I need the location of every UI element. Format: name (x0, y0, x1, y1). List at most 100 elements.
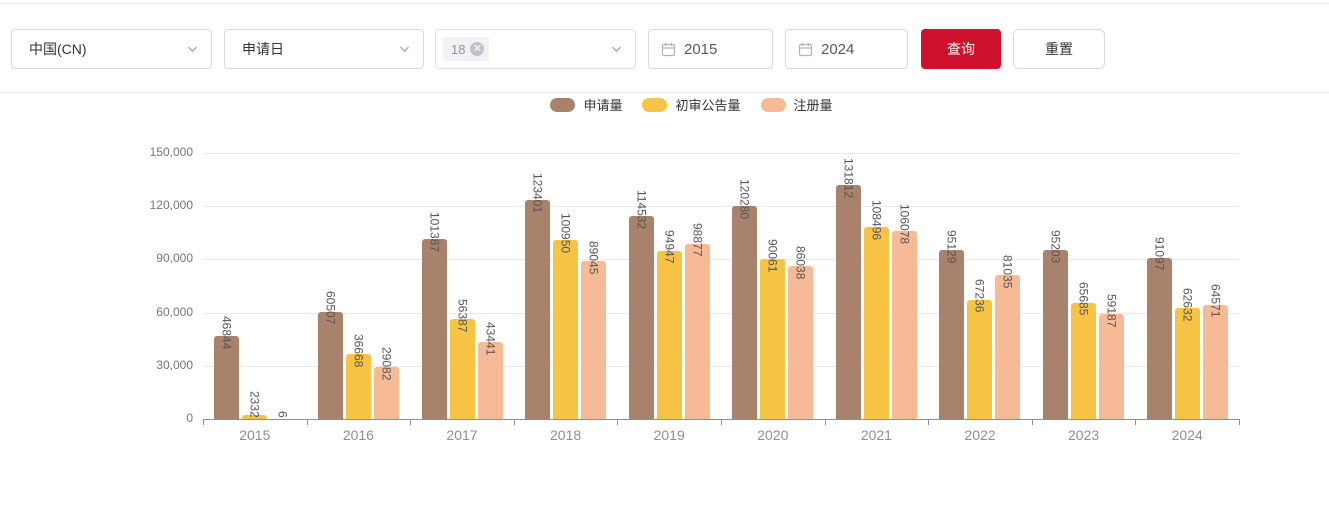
class-tag-value: 18 (451, 41, 466, 57)
bar-value-label: 91097 (1152, 237, 1167, 271)
x-axis-category-label: 2016 (342, 427, 374, 443)
bar-2024-s2[interactable] (1203, 304, 1228, 419)
bar-value-label: 98877 (690, 223, 705, 257)
legend-item-applications[interactable]: 申请量 (550, 95, 622, 114)
bar-value-label: 46844 (219, 315, 234, 349)
legend-item-preliminary[interactable]: 初审公告量 (642, 95, 741, 114)
gridline (203, 259, 1239, 261)
x-axis-category-label: 2019 (653, 427, 685, 443)
x-axis-tick (203, 419, 204, 425)
bar-value-label: 60507 (323, 291, 338, 325)
top-divider (0, 3, 1329, 4)
bar-2020-s0[interactable] (732, 205, 757, 419)
x-axis-category-label: 2017 (446, 427, 478, 443)
bar-value-label: 106078 (897, 203, 912, 244)
x-axis-category-label: 2018 (550, 427, 582, 443)
bar-2023-s0[interactable] (1043, 250, 1068, 419)
bar-value-label: 95129 (944, 229, 959, 264)
bar-2020-s1[interactable] (760, 259, 785, 419)
bar-value-label: 94947 (662, 230, 677, 264)
date-type-select[interactable]: 申请日 (224, 29, 424, 69)
bar-2022-s1[interactable] (967, 299, 992, 419)
bar-value-label: 108496 (869, 199, 884, 240)
bar-2022-s2[interactable] (995, 275, 1020, 419)
bar-2017-s0[interactable] (422, 239, 447, 419)
tag-close-icon[interactable]: ✕ (470, 42, 485, 56)
bar-2020-s2[interactable] (788, 266, 813, 419)
legend-swatch (760, 97, 786, 112)
bar-2021-s0[interactable] (836, 185, 861, 419)
country-select-value: 中国(CN) (29, 41, 87, 57)
bar-2018-s2[interactable] (581, 261, 606, 419)
bar-value-label: 90061 (765, 238, 780, 273)
bar-value-label: 59187 (1104, 293, 1119, 327)
bar-2021-s2[interactable] (892, 230, 917, 419)
calendar-icon (798, 42, 813, 56)
bar-2019-s1[interactable] (657, 250, 682, 419)
bar-2017-s2[interactable] (478, 342, 503, 419)
query-button[interactable]: 查询 (921, 29, 1001, 69)
bar-2019-s2[interactable] (685, 243, 710, 419)
bar-value-label: 95203 (1048, 229, 1063, 264)
y-axis-tick-label: 0 (186, 411, 193, 425)
bar-value-label: 120280 (737, 178, 752, 219)
bar-2021-s1[interactable] (864, 226, 889, 419)
legend-swatch (550, 97, 576, 112)
y-axis-tick-label: 30,000 (156, 357, 193, 372)
y-axis-tick-label: 90,000 (156, 251, 193, 266)
bar-2018-s0[interactable] (525, 200, 550, 419)
bar-2023-s1[interactable] (1071, 302, 1096, 419)
bar-2022-s0[interactable] (939, 250, 964, 419)
bar-2016-s1[interactable] (346, 354, 371, 419)
bar-2024-s0[interactable] (1147, 257, 1172, 419)
bar-2016-s2[interactable] (374, 367, 399, 419)
gridline (203, 206, 1239, 208)
chevron-down-icon (188, 46, 197, 52)
end-year-value: 2024 (821, 40, 855, 58)
bar-value-label: 100950 (558, 212, 573, 253)
x-axis-category-label: 2021 (860, 427, 892, 443)
y-axis-tick-label: 60,000 (156, 304, 193, 319)
bar-value-label: 43441 (483, 321, 498, 355)
x-axis-tick (721, 419, 722, 425)
bar-value-label: 64571 (1208, 284, 1223, 318)
calendar-icon (661, 42, 676, 56)
y-axis-tick-label: 120,000 (149, 198, 193, 213)
class-select[interactable]: 18 ✕ (435, 29, 636, 69)
bar-2018-s1[interactable] (553, 240, 578, 419)
bar-value-label: 89045 (586, 240, 601, 275)
x-axis-category-label: 2020 (757, 427, 789, 443)
start-year-input[interactable]: 2015 (648, 29, 773, 69)
gridline (203, 365, 1239, 367)
bar-2023-s2[interactable] (1099, 314, 1124, 419)
bar-value-label: 67236 (972, 279, 987, 313)
x-axis-tick (928, 419, 929, 425)
bar-2017-s1[interactable] (450, 319, 475, 419)
bar-2024-s1[interactable] (1175, 307, 1200, 419)
end-year-input[interactable]: 2024 (785, 29, 908, 69)
gridline (203, 312, 1239, 314)
bar-2015-s1[interactable] (242, 414, 267, 419)
bar-value-label: 56387 (455, 298, 470, 332)
bar-value-label: 6 (275, 411, 290, 418)
bar-value-label: 131812 (841, 158, 856, 199)
legend-swatch (642, 97, 668, 112)
x-axis-tick (410, 419, 411, 425)
x-axis-tick (1239, 419, 1240, 425)
filter-divider (0, 92, 1329, 93)
class-tag: 18 ✕ (443, 37, 490, 61)
legend-item-registrations[interactable]: 注册量 (760, 95, 833, 114)
bar-value-label: 81035 (1000, 254, 1015, 289)
country-select[interactable]: 中国(CN) (11, 29, 212, 69)
bar-2019-s0[interactable] (629, 215, 654, 419)
x-axis-tick (825, 419, 826, 425)
reset-button[interactable]: 重置 (1013, 29, 1105, 69)
chevron-down-icon (612, 46, 621, 52)
bar-2015-s0[interactable] (214, 335, 239, 419)
bar-value-label: 65685 (1076, 282, 1091, 316)
bar-2016-s0[interactable] (318, 311, 343, 419)
bar-value-label: 29082 (379, 347, 394, 381)
x-axis-category-label: 2022 (964, 427, 996, 443)
date-type-select-value: 申请日 (242, 41, 284, 57)
